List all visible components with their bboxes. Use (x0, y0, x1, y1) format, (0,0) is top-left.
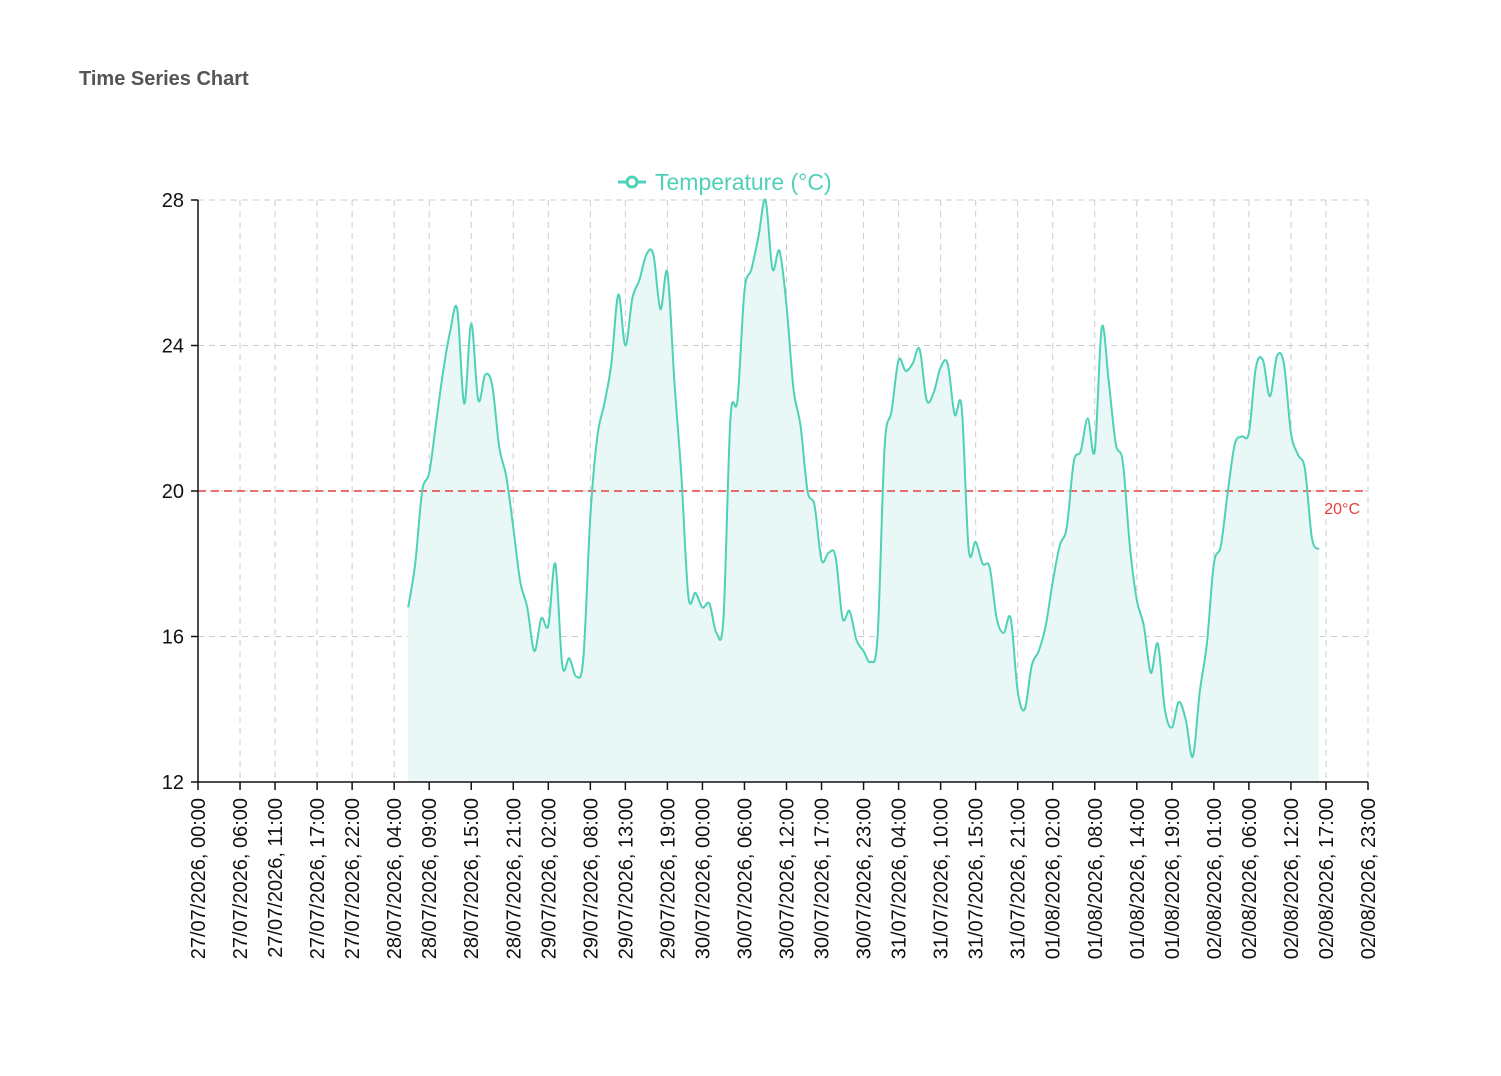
x-tick-label: 27/07/2026, 22:00 (342, 798, 364, 959)
x-tick-label: 29/07/2026, 13:00 (615, 798, 637, 959)
temperature-area (408, 199, 1319, 782)
y-tick-label: 20 (162, 481, 184, 503)
x-tick-label: 28/07/2026, 09:00 (419, 798, 441, 959)
x-tick-label: 30/07/2026, 12:00 (777, 798, 799, 959)
x-tick-label: 02/08/2026, 17:00 (1316, 798, 1338, 959)
x-tick-label: 27/07/2026, 00:00 (188, 798, 210, 959)
x-tick-label: 02/08/2026, 23:00 (1358, 798, 1380, 959)
x-tick-label: 02/08/2026, 01:00 (1204, 798, 1226, 959)
temperature-line (407, 198, 1320, 758)
x-tick-label: 28/07/2026, 04:00 (384, 798, 406, 959)
axes: 12 16 20 24 28 27/07/2026, 00:00 27/07/2026, 0… (162, 190, 1380, 959)
x-tick-label: 28/07/2026, 15:00 (461, 798, 483, 959)
x-tick-label: 01/08/2026, 08:00 (1085, 798, 1107, 959)
legend[interactable]: Temperature (°C) (618, 169, 832, 195)
x-tick-label: 01/08/2026, 19:00 (1162, 798, 1184, 959)
x-tick-label: 30/07/2026, 06:00 (734, 798, 756, 959)
y-tick-label: 24 (162, 336, 184, 358)
x-tick-label: 31/07/2026, 15:00 (966, 798, 988, 959)
x-tick-label: 29/07/2026, 08:00 (580, 798, 602, 959)
y-tick-label: 12 (162, 772, 184, 794)
x-tick-label: 02/08/2026, 06:00 (1239, 798, 1261, 959)
y-tick-label: 16 (162, 627, 184, 649)
chart-title: Time Series Chart (79, 68, 249, 90)
y-tick-label: 28 (162, 190, 184, 212)
x-tick-label: 27/07/2026, 06:00 (230, 798, 252, 959)
x-tick-label: 31/07/2026, 04:00 (889, 798, 911, 959)
x-tick-label: 01/08/2026, 02:00 (1043, 798, 1065, 959)
x-tick-label: 27/07/2026, 11:00 (265, 798, 287, 958)
x-tick-label: 31/07/2026, 21:00 (1008, 798, 1030, 959)
x-tick-label: 30/07/2026, 00:00 (692, 798, 714, 959)
x-tick-label: 01/08/2026, 14:00 (1127, 798, 1149, 959)
x-tick-label: 02/08/2026, 12:00 (1281, 798, 1303, 959)
legend-marker-icon (625, 175, 639, 189)
x-tick-label: 29/07/2026, 19:00 (657, 798, 679, 959)
reference-line-label: 20°C (1324, 501, 1360, 518)
x-tick-label: 30/07/2026, 23:00 (854, 798, 876, 959)
x-tick-label: 28/07/2026, 21:00 (503, 798, 525, 959)
legend-label: Temperature (°C) (655, 169, 832, 195)
x-tick-label: 31/07/2026, 10:00 (931, 798, 953, 959)
x-tick-label: 30/07/2026, 17:00 (812, 798, 834, 959)
x-tick-label: 27/07/2026, 17:00 (307, 798, 329, 959)
x-tick-label: 29/07/2026, 02:00 (538, 798, 560, 959)
